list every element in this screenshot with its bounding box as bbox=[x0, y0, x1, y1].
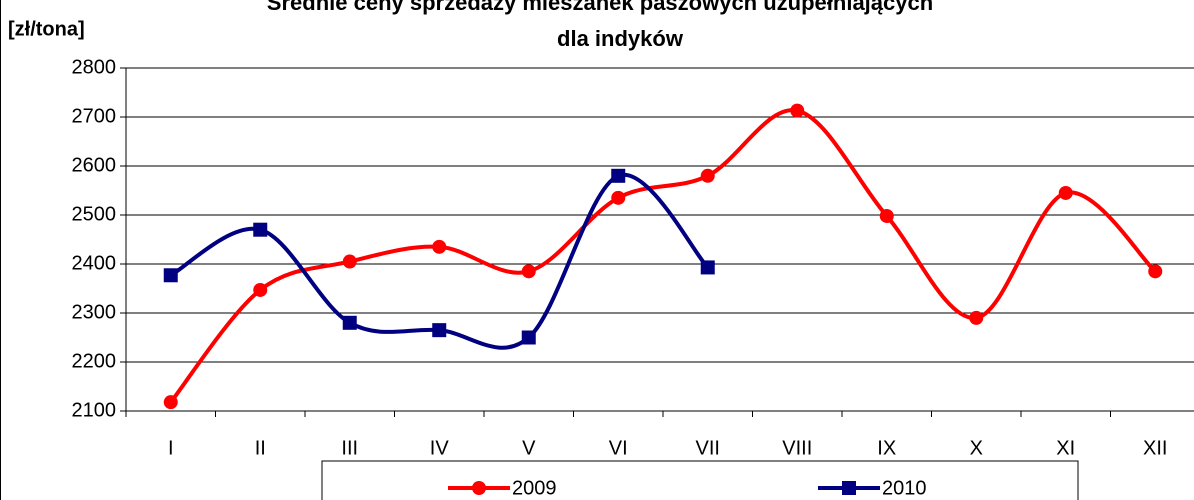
y-tick-label: 2200 bbox=[72, 350, 117, 372]
point bbox=[432, 323, 447, 338]
point bbox=[253, 282, 268, 297]
point bbox=[342, 315, 357, 330]
point bbox=[342, 254, 357, 269]
legend-label: 2010 bbox=[882, 477, 927, 499]
series-line bbox=[169, 172, 710, 350]
point bbox=[611, 190, 626, 205]
legend-marker bbox=[842, 481, 856, 495]
point bbox=[790, 103, 805, 118]
point bbox=[521, 264, 536, 279]
y-tick-label: 2500 bbox=[72, 203, 117, 225]
point bbox=[879, 208, 894, 223]
point bbox=[700, 260, 715, 275]
y-tick-label: 2800 bbox=[72, 56, 117, 78]
x-tick-label: VII bbox=[696, 437, 720, 459]
legend bbox=[321, 460, 1079, 500]
x-tick-label: VIII bbox=[782, 437, 812, 459]
x-tick-label: IX bbox=[877, 437, 896, 459]
legend-label: 2009 bbox=[512, 477, 557, 499]
y-axis-label: [zł/tona] bbox=[8, 18, 85, 40]
point bbox=[521, 330, 536, 345]
x-tick-label: III bbox=[341, 437, 358, 459]
point bbox=[1058, 185, 1073, 200]
y-tick-label: 2700 bbox=[72, 105, 117, 127]
x-tick-label: IV bbox=[430, 437, 450, 459]
point bbox=[253, 222, 268, 237]
chart-title: dla indyków bbox=[557, 26, 684, 51]
point bbox=[163, 395, 178, 410]
series-line bbox=[169, 108, 1157, 404]
point bbox=[700, 168, 715, 183]
x-tick-label: XI bbox=[1056, 437, 1075, 459]
y-tick-label: 2400 bbox=[72, 252, 117, 274]
point bbox=[163, 268, 178, 283]
chart-title: Średnie ceny sprzedaży mieszanek paszowy… bbox=[267, 0, 933, 15]
y-tick-label: 2300 bbox=[72, 301, 117, 323]
x-tick-label: I bbox=[168, 437, 174, 459]
point bbox=[611, 168, 626, 183]
x-tick-label: X bbox=[970, 437, 983, 459]
y-tick-label: 2600 bbox=[72, 154, 117, 176]
x-tick-label: XII bbox=[1143, 437, 1167, 459]
point bbox=[969, 310, 984, 325]
x-tick-label: II bbox=[255, 437, 266, 459]
legend-marker bbox=[472, 481, 486, 495]
point bbox=[432, 239, 447, 254]
point bbox=[1148, 264, 1163, 279]
x-tick-label: VI bbox=[609, 437, 628, 459]
x-tick-label: V bbox=[522, 437, 536, 459]
y-tick-label: 2100 bbox=[72, 399, 117, 421]
